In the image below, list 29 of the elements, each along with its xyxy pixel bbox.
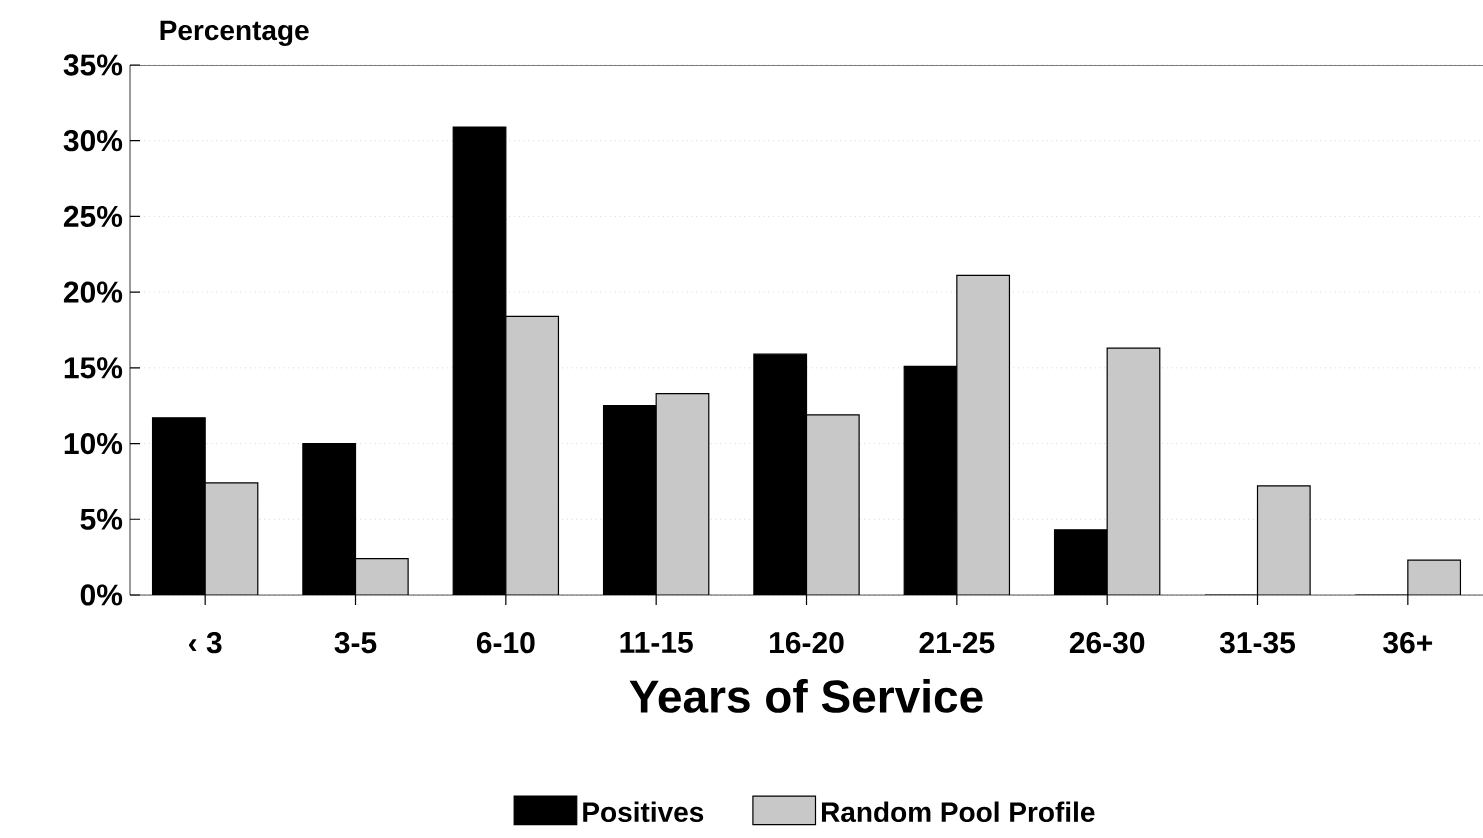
y-tick-label: 35%: [63, 54, 123, 76]
bar: [1107, 348, 1160, 595]
y-tick-label: 20%: [63, 281, 123, 303]
bar: [806, 414, 860, 595]
x-tick-label: 31-35: [1219, 632, 1296, 654]
x-tick-label: 16-20: [770, 632, 844, 654]
x-axis-title: Years of Service: [629, 679, 983, 713]
x-tick-label: 26-30: [1069, 632, 1145, 654]
y-tick-label: 25%: [63, 205, 123, 228]
x-tick-label: 36+: [1383, 632, 1433, 654]
y-tick-label: 15%: [64, 357, 123, 379]
bar: [505, 316, 559, 595]
y-tick-label: 30%: [63, 130, 123, 152]
y-tick-label: 0%: [80, 584, 123, 606]
x-tick-label: 21-25: [919, 632, 995, 654]
x-tick-label: 6-10: [476, 632, 535, 654]
x-tick-label: 3-5: [334, 632, 377, 654]
y-tick-label: 5%: [80, 508, 123, 530]
bar: [656, 393, 709, 595]
x-tick-label: 11-15: [620, 632, 693, 653]
x-tick-label: ‹ 3: [189, 632, 222, 654]
bar: [205, 482, 258, 595]
y-tick-label: 10%: [64, 432, 123, 455]
y-axis-title: Percentage: [160, 20, 309, 46]
bar: [1407, 559, 1462, 595]
bar: [956, 275, 1010, 595]
legend-label: Random Pool Profile: [821, 801, 1095, 823]
legend-label: Positives: [583, 801, 704, 823]
bar: [355, 558, 409, 595]
